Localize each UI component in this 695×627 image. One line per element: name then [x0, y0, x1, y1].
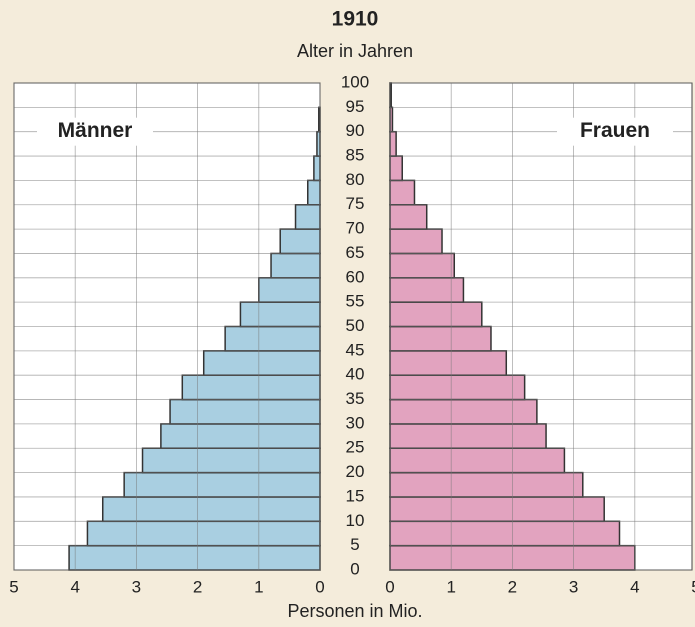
- legend-bg: [557, 117, 673, 146]
- y-tick-label: 100: [341, 72, 369, 91]
- x-tick-label: 5: [9, 577, 18, 596]
- y-tick-label: 0: [350, 559, 359, 578]
- x-tick-label: 4: [630, 577, 639, 596]
- bar: [270, 252, 321, 279]
- y-tick-label: 95: [346, 97, 365, 116]
- x-tick-label: 1: [446, 577, 455, 596]
- y-tick-label: 75: [346, 194, 365, 213]
- bar: [389, 155, 403, 182]
- y-tick-label: 85: [346, 146, 365, 165]
- bar: [389, 520, 621, 547]
- y-tick-label: 10: [346, 511, 365, 530]
- bar: [101, 496, 321, 523]
- y-tick-label: 25: [346, 438, 365, 457]
- bar: [389, 423, 547, 449]
- x-tick-label: 3: [569, 577, 578, 596]
- y-tick-label: 65: [346, 243, 365, 262]
- bar: [239, 301, 321, 328]
- bar: [169, 398, 321, 425]
- bar: [389, 398, 538, 425]
- bar: [181, 374, 321, 401]
- y-tick-label: 50: [346, 316, 365, 335]
- bar: [389, 374, 526, 401]
- y-tick-label: 60: [346, 267, 365, 286]
- subtitle: Alter in Jahren: [297, 41, 413, 61]
- bar: [141, 447, 321, 474]
- bar: [316, 130, 321, 157]
- x-tick-label: 1: [254, 577, 263, 596]
- y-tick-label: 70: [346, 219, 365, 238]
- bar: [389, 252, 456, 279]
- y-tick-label: 30: [346, 413, 365, 432]
- y-tick-label: 90: [346, 121, 365, 140]
- bar: [307, 179, 321, 206]
- bar: [389, 179, 416, 206]
- y-tick-label: 80: [346, 170, 365, 189]
- x-axis-label: Personen in Mio.: [287, 601, 422, 621]
- x-tick-label: 3: [132, 577, 141, 596]
- chart-title: 1910: [332, 8, 379, 31]
- bar: [389, 325, 492, 352]
- legend-label: Männer: [58, 119, 133, 142]
- y-tick-label: 45: [346, 340, 365, 359]
- bar: [389, 447, 566, 474]
- bar: [389, 228, 443, 255]
- bar: [202, 350, 321, 376]
- y-tick-label: 35: [346, 389, 365, 408]
- bar: [279, 228, 321, 255]
- bar: [389, 130, 397, 157]
- bar: [389, 496, 605, 523]
- x-tick-label: 4: [70, 577, 79, 596]
- bar: [389, 471, 584, 498]
- bar: [68, 544, 321, 571]
- bar: [86, 520, 321, 547]
- y-tick-label: 5: [350, 535, 359, 554]
- bar: [313, 155, 321, 182]
- legend-bg: [37, 117, 153, 146]
- bar: [389, 301, 483, 328]
- x-tick-label: 2: [508, 577, 517, 596]
- bar: [160, 423, 321, 449]
- bar: [389, 204, 428, 230]
- bar: [389, 277, 465, 303]
- bar: [294, 204, 321, 230]
- x-tick-label: 0: [315, 577, 324, 596]
- bar: [224, 325, 321, 352]
- bar: [258, 277, 321, 303]
- y-tick-label: 55: [346, 292, 365, 311]
- y-tick-label: 15: [346, 486, 365, 505]
- bar: [123, 471, 321, 498]
- bar: [389, 350, 508, 376]
- x-tick-label: 2: [193, 577, 202, 596]
- x-tick-label: 5: [691, 577, 695, 596]
- x-tick-label: 0: [385, 577, 394, 596]
- y-tick-label: 40: [346, 365, 365, 384]
- y-tick-label: 20: [346, 462, 365, 481]
- legend-label: Frauen: [580, 119, 650, 142]
